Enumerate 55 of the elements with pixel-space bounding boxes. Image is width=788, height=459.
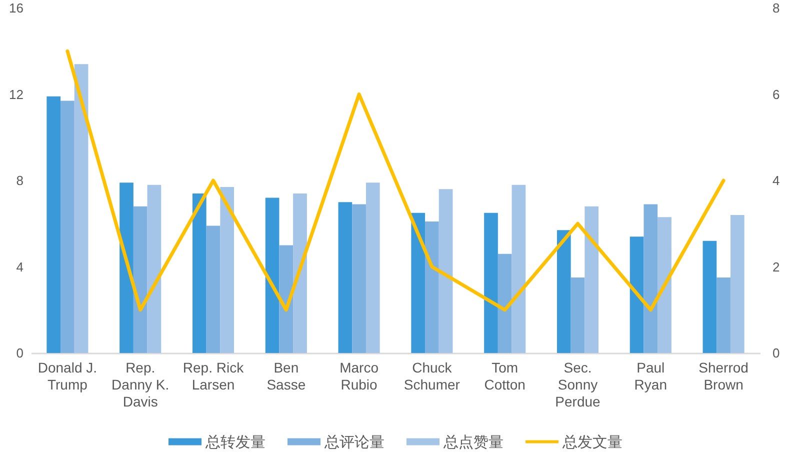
bar — [411, 212, 426, 353]
bar — [60, 100, 74, 353]
bar — [630, 236, 644, 353]
x-tick-label: Marco Rubio — [340, 360, 379, 392]
bar — [702, 240, 717, 353]
x-tick-label: Sherrod Brown — [698, 360, 748, 392]
bar — [644, 204, 658, 353]
x-tick-label: Tom Cotton — [484, 360, 526, 392]
bar — [279, 245, 294, 353]
x-tick-label: Sec. Sonny Perdue — [555, 360, 601, 410]
bar — [293, 193, 307, 353]
legend-label: 总点赞量 — [442, 434, 504, 451]
bar — [484, 212, 498, 353]
legend-label: 总发文量 — [562, 434, 622, 451]
x-tick-label: Rep. Rick Larsen — [182, 360, 245, 392]
bar — [352, 204, 366, 353]
bar — [74, 64, 88, 353]
bar — [338, 202, 352, 353]
bar — [133, 206, 148, 353]
y2-tick-label: 0 — [772, 346, 780, 360]
bar — [220, 186, 234, 353]
bar — [730, 215, 744, 353]
bar — [658, 217, 672, 353]
bar — [570, 278, 585, 353]
bar — [512, 184, 526, 353]
x-tick-label: Donald J. Trump — [38, 360, 98, 392]
bar — [556, 230, 571, 353]
x-tick-label: Chuck Schumer — [404, 360, 460, 392]
y2-tick-label: 2 — [772, 259, 780, 274]
bar — [366, 182, 380, 353]
y-tick-label: 4 — [16, 259, 24, 274]
y-tick-label: 0 — [16, 346, 24, 360]
x-tick-label: Rep. Danny K. Davis — [112, 360, 170, 410]
line-series — [66, 49, 726, 312]
bar — [46, 96, 61, 353]
bar — [716, 278, 730, 353]
bar — [265, 198, 280, 353]
bar — [206, 226, 220, 353]
bar — [438, 189, 453, 353]
bar — [120, 182, 134, 353]
bar — [498, 254, 512, 353]
y-tick-label: 8 — [16, 173, 24, 188]
legend-label: 总评论量 — [324, 434, 384, 451]
x-tick-label: Paul Ryan — [634, 360, 667, 392]
x-tick-label: Ben Sasse — [266, 360, 306, 392]
bar — [192, 193, 206, 353]
legend-label: 总转发量 — [204, 434, 266, 451]
y2-tick-label: 4 — [772, 173, 780, 188]
y-tick-label: 12 — [9, 86, 24, 102]
y-tick-label: 16 — [9, 0, 24, 16]
y2-tick-label: 8 — [772, 0, 780, 16]
y2-tick-label: 6 — [772, 86, 780, 102]
bar — [584, 206, 599, 353]
bar — [425, 221, 439, 353]
bar — [147, 184, 162, 353]
